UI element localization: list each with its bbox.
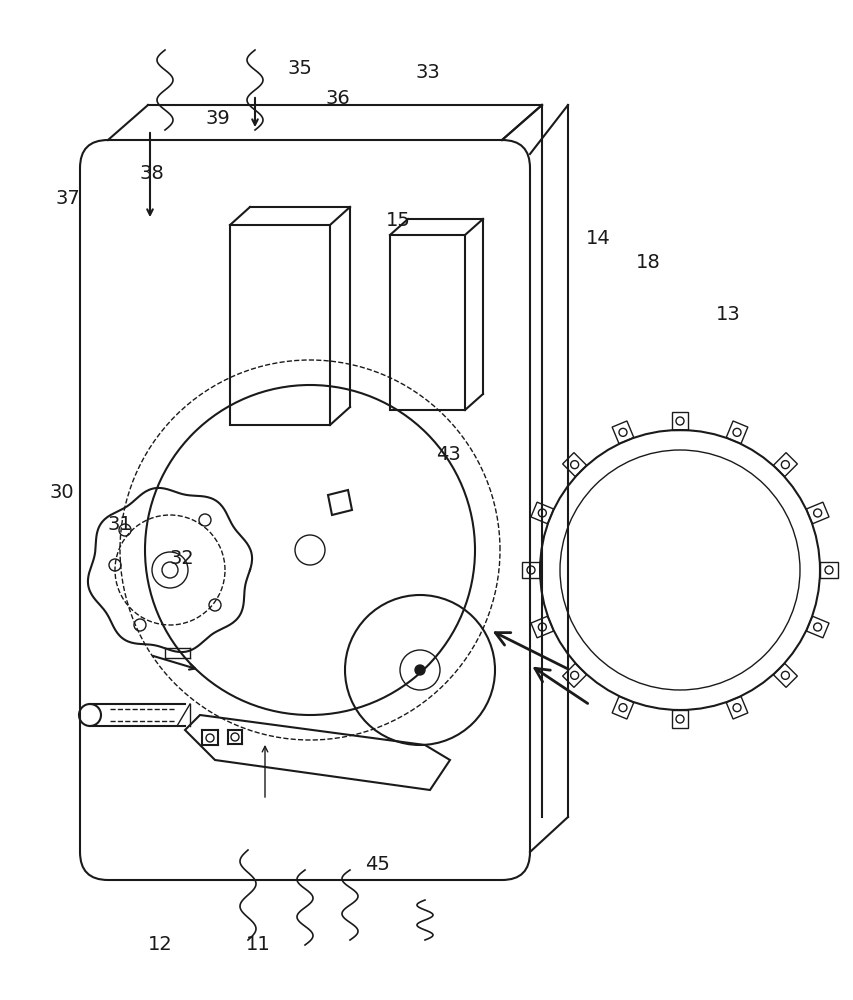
Text: 35: 35 xyxy=(287,59,312,78)
Text: 30: 30 xyxy=(49,483,74,502)
Text: 36: 36 xyxy=(325,89,350,108)
Text: 37: 37 xyxy=(55,189,80,208)
Text: 13: 13 xyxy=(715,306,740,324)
Text: 31: 31 xyxy=(107,516,132,534)
Text: 11: 11 xyxy=(246,935,270,954)
Circle shape xyxy=(415,665,425,675)
Text: 32: 32 xyxy=(170,548,194,568)
Text: 43: 43 xyxy=(435,446,460,464)
Text: 39: 39 xyxy=(206,109,230,128)
Text: 14: 14 xyxy=(585,229,610,247)
Text: 15: 15 xyxy=(385,211,410,230)
Text: 33: 33 xyxy=(415,63,440,82)
Text: 38: 38 xyxy=(139,164,164,183)
Text: 45: 45 xyxy=(365,855,390,874)
Text: 18: 18 xyxy=(635,252,659,271)
Text: 12: 12 xyxy=(148,935,172,954)
